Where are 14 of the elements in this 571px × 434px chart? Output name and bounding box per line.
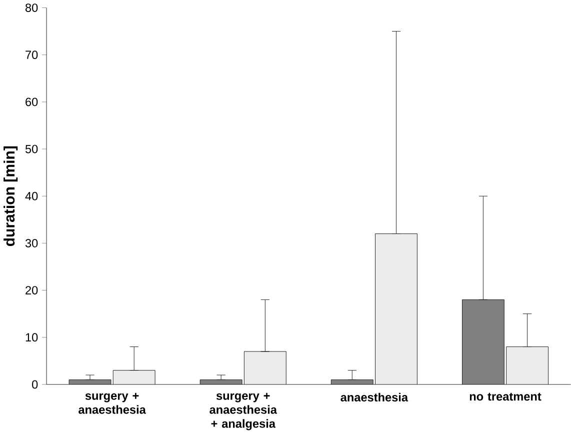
y-tick-label: 80 [25, 4, 38, 12]
x-tick-label: surgery + anaesthesia + analgesia [210, 392, 278, 430]
y-tick-label: 10 [26, 333, 38, 342]
x-tick-label: no treatment [470, 392, 542, 401]
y-tick-label: 60 [26, 98, 38, 106]
y-tick-label: 50 [25, 144, 38, 154]
y-tick-label: 0 [32, 380, 38, 389]
x-tick-label: surgery + anaesthesia [78, 392, 146, 414]
y-tick-label: 40 [25, 192, 38, 200]
y-tick-label: 70 [26, 50, 38, 60]
y-tick-label: 30 [25, 239, 38, 248]
y-axis-title: duration [min] [4, 146, 18, 246]
y-tick-label: 20 [26, 286, 38, 295]
x-tick-label: anaesthesia [340, 392, 408, 402]
